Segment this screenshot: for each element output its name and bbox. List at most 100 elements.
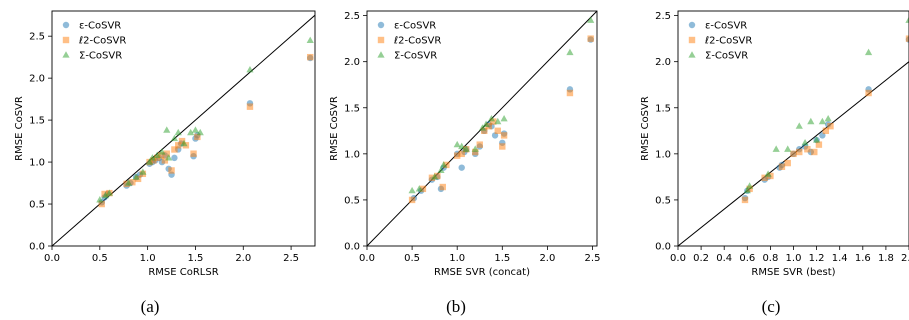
data-point-l2-cosvr — [499, 143, 506, 150]
data-point-sigma-cosvr — [96, 196, 104, 203]
data-point-sigma-cosvr — [440, 161, 448, 168]
y-tick-label: 0.0 — [344, 242, 360, 253]
x-tick-label: 1.5 — [494, 253, 510, 264]
data-point-sigma-cosvr — [101, 191, 110, 199]
y-tick-label: 2.0 — [655, 57, 671, 68]
y-tick-label: 1.5 — [29, 116, 45, 127]
data-point-sigma-cosvr — [743, 186, 751, 194]
data-point-sigma-cosvr — [139, 168, 147, 175]
legend-marker-sigma-cosvr — [688, 51, 696, 58]
legend-marker-sigma-cosvr — [377, 51, 385, 58]
data-point-l2-cosvr — [129, 179, 136, 186]
x-axis-label: RMSE SVR (concat) — [434, 267, 530, 278]
y-tick-label: 2.0 — [29, 74, 45, 85]
data-point-sigma-cosvr — [148, 154, 157, 161]
y-tick-label: 0.0 — [655, 242, 671, 253]
legend-label: ε-CoSVR — [394, 21, 436, 32]
x-tick-label: 0.0 — [359, 253, 375, 264]
data-point-sigma-cosvr — [818, 117, 826, 125]
data-point-sigma-cosvr — [487, 115, 496, 122]
data-point-l2-cosvr — [428, 174, 436, 182]
data-point-l2-cosvr — [822, 127, 830, 135]
data-point-l2-cosvr — [811, 148, 818, 156]
data-point-l2-cosvr — [481, 127, 488, 135]
chart-a: 0.0 0.5 1.0 1.5 2.0 2.5 0.0 0.5 1.0 1.5 2.0 2.5 RMSE… — [14, 10, 316, 316]
x-tick-label: 1.0 — [449, 253, 465, 264]
data-point-l2-cosvr — [476, 141, 483, 148]
data-point-sigma-cosvr — [306, 36, 314, 43]
data-point-sigma-cosvr — [566, 48, 574, 56]
data-point-l2-cosvr — [175, 142, 182, 149]
data-point-sigma-cosvr — [132, 173, 140, 180]
data-point-l2-cosvr — [434, 172, 441, 180]
data-point-l2-cosvr — [827, 122, 834, 130]
data-point-epsilon-cosvr — [171, 154, 178, 162]
data-point-l2-cosvr — [439, 183, 446, 191]
data-point-l2-cosvr — [815, 141, 823, 148]
panel-caption: (a) — [141, 297, 160, 316]
data-point-l2-cosvr — [171, 146, 178, 153]
legend: ε-CoSVR ℓ2-CoSVR Σ-CoSVR — [377, 21, 441, 62]
data-point-l2-cosvr — [790, 150, 797, 158]
y-tick-label: 2.5 — [344, 11, 360, 22]
panel-caption: (b) — [446, 297, 466, 316]
data-point-l2-cosvr — [494, 127, 501, 135]
data-point-l2-cosvr — [784, 159, 791, 167]
x-tick-label: 0.0 — [670, 253, 686, 264]
data-point-l2-cosvr — [458, 150, 465, 158]
data-point-sigma-cosvr — [437, 166, 445, 174]
data-point-sigma-cosvr — [170, 134, 179, 142]
data-point-sigma-cosvr — [196, 128, 204, 136]
data-point-sigma-cosvr — [165, 154, 173, 161]
data-point-sigma-cosvr — [905, 16, 909, 23]
data-point-l2-cosvr — [566, 89, 574, 97]
data-point-sigma-cosvr — [124, 179, 133, 186]
x-tick-label: 0.2 — [693, 253, 709, 264]
data-point-sigma-cosvr — [187, 128, 195, 136]
data-point-sigma-cosvr — [145, 158, 154, 165]
y-tick-label: 2.0 — [344, 57, 360, 68]
data-point-l2-cosvr — [443, 161, 450, 169]
legend-label: Σ-CoSVR — [394, 51, 437, 62]
data-point-sigma-cosvr — [494, 117, 502, 125]
data-point-sigma-cosvr — [764, 170, 772, 177]
data-point-sigma-cosvr — [807, 117, 815, 125]
data-point-l2-cosvr — [472, 148, 479, 156]
chart-c: 0.0 0.2 0.4 0.6 0.8 1.0 1.2 1.4 1.6 1.8 2.0 0.0 0.5 1… — [640, 10, 909, 316]
data-point-sigma-cosvr — [801, 138, 809, 146]
x-tick-label: 1.4 — [832, 253, 848, 264]
x-tick-label: 1.8 — [878, 253, 894, 264]
data-point-sigma-cosvr — [795, 122, 803, 129]
x-axis-label: RMSE CoRLSR — [148, 267, 218, 278]
data-point-sigma-cosvr — [415, 185, 423, 192]
data-point-l2-cosvr — [804, 146, 811, 153]
data-point-l2-cosvr — [178, 137, 186, 145]
y-tick-label: 0.5 — [655, 195, 671, 206]
data-point-l2-cosvr — [761, 174, 768, 182]
data-point-l2-cosvr — [746, 185, 753, 193]
chart-b: 0.0 0.5 1.0 1.5 2.0 2.5 0.0 0.5 1.0 1.5 2.0 2.5 RMSE… — [329, 10, 601, 316]
data-point-sigma-cosvr — [453, 140, 461, 148]
data-point-sigma-cosvr — [431, 173, 439, 180]
x-tick-label: 2.5 — [283, 253, 299, 264]
axes-frame — [366, 10, 598, 247]
x-tick-label: 2.0 — [901, 253, 909, 264]
legend: ε-CoSVR ℓ2-CoSVR Σ-CoSVR — [688, 21, 752, 62]
data-point-sigma-cosvr — [163, 126, 171, 133]
y-tick-label: 0.5 — [344, 195, 360, 206]
data-point-l2-cosvr — [587, 35, 594, 42]
y-tick-label: 0.0 — [29, 242, 45, 253]
data-point-sigma-cosvr — [462, 145, 470, 152]
data-point-l2-cosvr — [98, 200, 105, 208]
x-tick-label: 1.2 — [809, 253, 825, 264]
data-point-sigma-cosvr — [408, 186, 416, 194]
x-tick-label: 2.5 — [585, 253, 601, 264]
data-point-sigma-cosvr — [246, 65, 254, 73]
data-point-sigma-cosvr — [158, 148, 166, 155]
y-tick-label: 0.5 — [29, 200, 45, 211]
legend-marker-epsilon-cosvr — [62, 21, 70, 29]
data-point-l2-cosvr — [408, 196, 416, 204]
y-tick-label: 2.5 — [655, 11, 671, 22]
legend-marker-epsilon-cosvr — [377, 21, 385, 29]
